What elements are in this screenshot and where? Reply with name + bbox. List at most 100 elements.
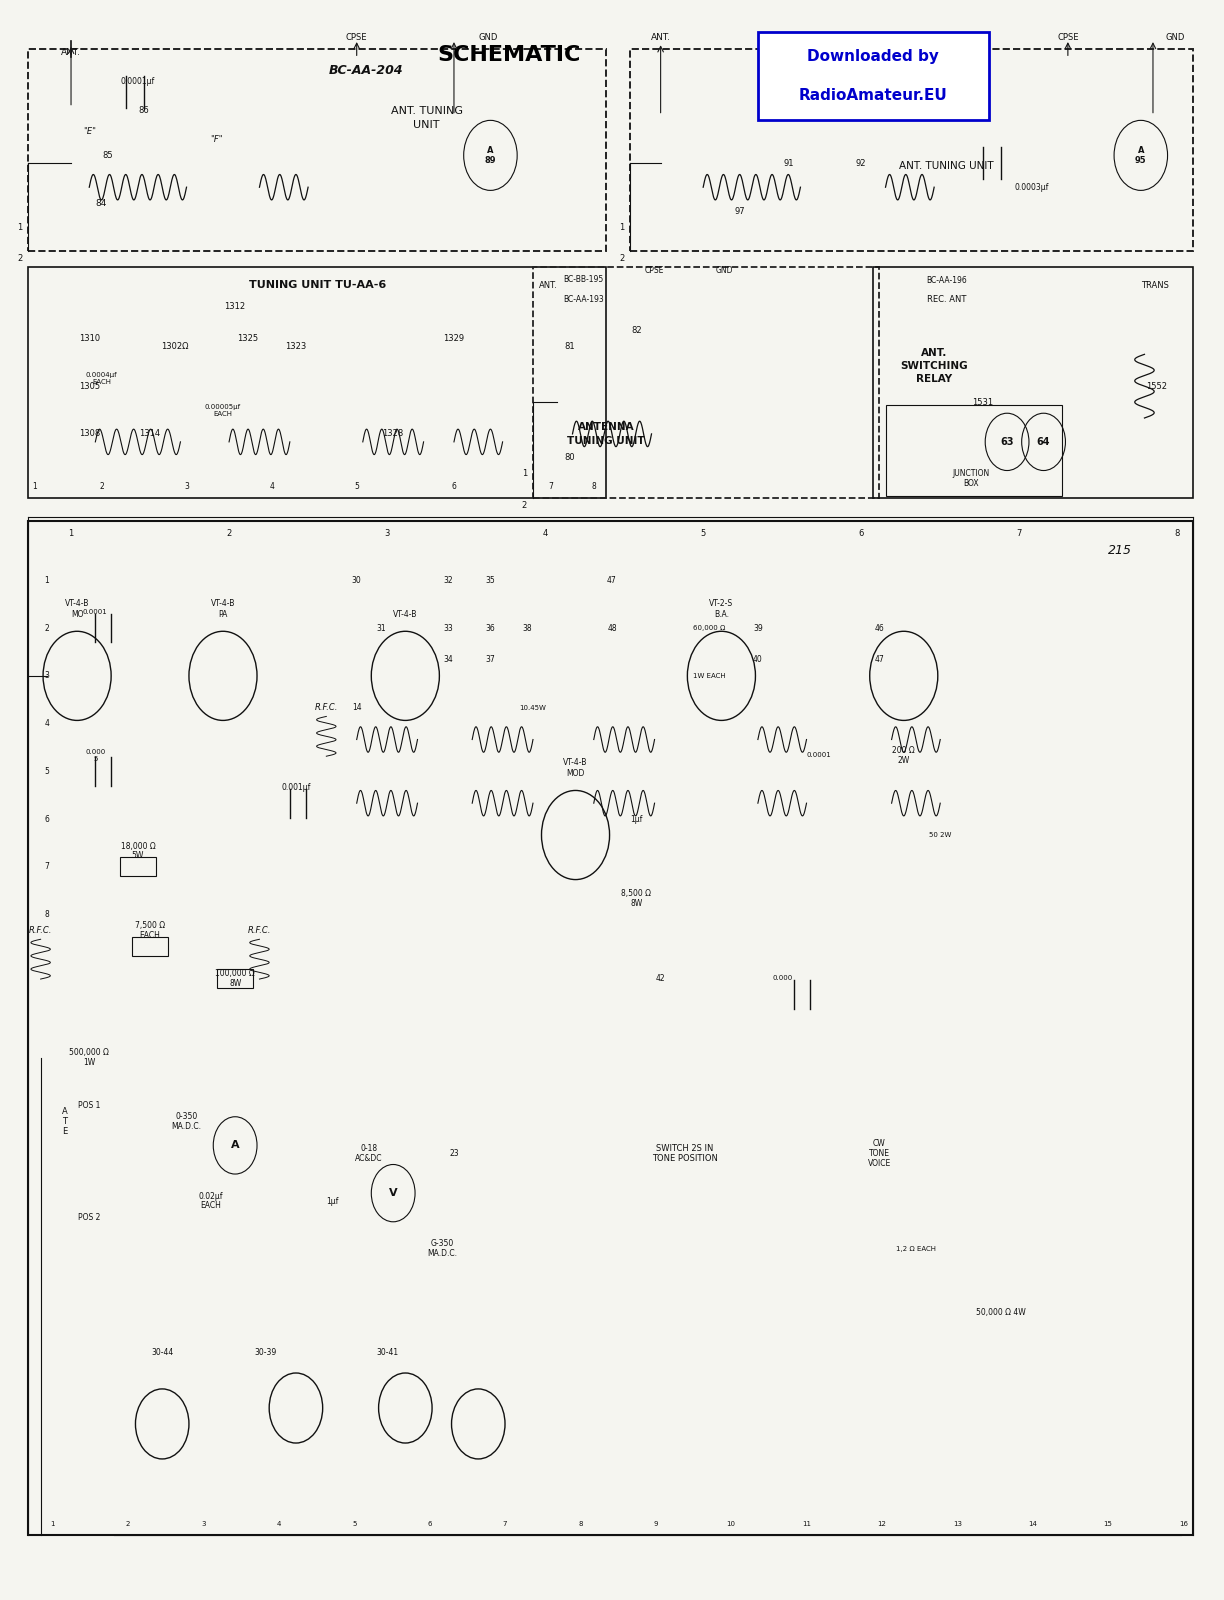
Text: TRANS: TRANS bbox=[1141, 282, 1169, 290]
Text: 18,000 Ω
5W: 18,000 Ω 5W bbox=[120, 842, 155, 861]
Text: 1: 1 bbox=[50, 1522, 55, 1528]
Text: 64: 64 bbox=[1037, 437, 1050, 446]
Text: TUNING UNIT TU-AA-6: TUNING UNIT TU-AA-6 bbox=[248, 280, 386, 290]
Text: 215: 215 bbox=[1108, 544, 1132, 557]
Text: ANT. TUNING
UNIT: ANT. TUNING UNIT bbox=[390, 106, 463, 130]
Text: 0.02μf
EACH: 0.02μf EACH bbox=[198, 1192, 223, 1211]
Text: CPSE: CPSE bbox=[346, 34, 367, 42]
Text: 14: 14 bbox=[1028, 1522, 1037, 1528]
Text: 30-41: 30-41 bbox=[376, 1347, 398, 1357]
Text: 3: 3 bbox=[384, 530, 389, 539]
Text: 0-18
AC&DC: 0-18 AC&DC bbox=[355, 1144, 383, 1163]
Text: G-350
MA.D.C.: G-350 MA.D.C. bbox=[427, 1240, 457, 1258]
Bar bbox=[120, 858, 157, 877]
Text: 100,000 Ω
8W: 100,000 Ω 8W bbox=[215, 970, 255, 987]
Text: 47: 47 bbox=[607, 576, 617, 586]
Text: SCHEMATIC: SCHEMATIC bbox=[437, 45, 580, 66]
Text: 1314: 1314 bbox=[140, 429, 160, 438]
Text: 4: 4 bbox=[269, 482, 274, 491]
Text: 50 2W: 50 2W bbox=[929, 832, 951, 838]
Text: 6: 6 bbox=[858, 530, 864, 539]
Text: BC-BB-195: BC-BB-195 bbox=[563, 275, 603, 283]
Text: 30-44: 30-44 bbox=[151, 1347, 174, 1357]
Text: 48: 48 bbox=[607, 624, 617, 632]
Text: 39: 39 bbox=[753, 624, 763, 632]
Text: 37: 37 bbox=[486, 656, 496, 664]
Text: 36: 36 bbox=[486, 624, 496, 632]
Text: ANTENNA
TUNING UNIT: ANTENNA TUNING UNIT bbox=[567, 422, 645, 445]
Text: BC-AA-204: BC-AA-204 bbox=[328, 64, 403, 77]
Text: 4: 4 bbox=[542, 530, 548, 539]
Text: 10.45W: 10.45W bbox=[519, 704, 546, 710]
Text: 8: 8 bbox=[44, 910, 49, 918]
Text: 0.0003μf: 0.0003μf bbox=[1015, 182, 1049, 192]
Text: 0.000: 0.000 bbox=[772, 976, 792, 981]
Text: 84: 84 bbox=[95, 198, 108, 208]
Text: 1323: 1323 bbox=[285, 342, 306, 350]
Text: 8: 8 bbox=[591, 482, 596, 491]
Bar bbox=[132, 938, 168, 955]
Text: 1329: 1329 bbox=[443, 334, 465, 342]
Text: R.F.C.: R.F.C. bbox=[315, 702, 338, 712]
Text: 30: 30 bbox=[351, 576, 361, 586]
Text: GND: GND bbox=[479, 34, 498, 42]
Text: VT-4-B: VT-4-B bbox=[393, 610, 417, 619]
Text: A
T
E: A T E bbox=[62, 1107, 67, 1136]
Text: 8: 8 bbox=[1175, 530, 1180, 539]
Text: 60,000 Ω: 60,000 Ω bbox=[693, 626, 726, 630]
Text: 2: 2 bbox=[99, 482, 104, 491]
Text: 7: 7 bbox=[44, 862, 49, 872]
Text: 0.0001: 0.0001 bbox=[807, 752, 831, 758]
Text: 8,500 Ω
8W: 8,500 Ω 8W bbox=[622, 890, 651, 909]
Text: 5: 5 bbox=[354, 482, 359, 491]
Text: 0.0001μf: 0.0001μf bbox=[121, 77, 155, 86]
Text: 86: 86 bbox=[138, 106, 149, 115]
Text: SWITCH 2S IN
TONE POSITION: SWITCH 2S IN TONE POSITION bbox=[652, 1144, 718, 1163]
Text: 7: 7 bbox=[1017, 530, 1022, 539]
Text: ANT.: ANT. bbox=[539, 282, 558, 290]
Text: 1531: 1531 bbox=[972, 397, 994, 406]
Text: A
95: A 95 bbox=[1135, 146, 1147, 165]
Text: 1308: 1308 bbox=[78, 429, 100, 438]
Text: 5: 5 bbox=[44, 766, 49, 776]
Text: 1: 1 bbox=[17, 222, 22, 232]
Text: 3: 3 bbox=[44, 672, 49, 680]
Text: V: V bbox=[389, 1189, 398, 1198]
Text: 6: 6 bbox=[427, 1522, 432, 1528]
Text: 32: 32 bbox=[443, 576, 453, 586]
Text: 3: 3 bbox=[184, 482, 188, 491]
Text: 8: 8 bbox=[578, 1522, 583, 1528]
Text: 1μf: 1μf bbox=[630, 814, 643, 824]
Text: 11: 11 bbox=[802, 1522, 812, 1528]
Text: RadioAmateur.EU: RadioAmateur.EU bbox=[799, 88, 947, 102]
Text: CW
TONE
VOICE: CW TONE VOICE bbox=[868, 1139, 891, 1168]
Text: GND: GND bbox=[715, 266, 733, 275]
Text: 0.0001: 0.0001 bbox=[83, 610, 108, 614]
Text: 40: 40 bbox=[753, 656, 763, 664]
Text: 4: 4 bbox=[277, 1522, 282, 1528]
Text: A
89: A 89 bbox=[485, 146, 496, 165]
Text: ANT.: ANT. bbox=[651, 34, 671, 42]
Text: "E": "E" bbox=[83, 126, 95, 136]
Text: 7: 7 bbox=[548, 482, 553, 491]
FancyBboxPatch shape bbox=[758, 32, 989, 120]
Text: 2: 2 bbox=[126, 1522, 130, 1528]
Text: 2: 2 bbox=[521, 501, 526, 510]
Text: 1302Ω: 1302Ω bbox=[160, 342, 188, 350]
Text: ANT. TUNING UNIT: ANT. TUNING UNIT bbox=[898, 160, 994, 171]
Text: VT-4-B
MO: VT-4-B MO bbox=[65, 598, 89, 619]
Text: VT-4-B
PA: VT-4-B PA bbox=[211, 598, 235, 619]
Text: 500,000 Ω
1W: 500,000 Ω 1W bbox=[70, 1048, 109, 1067]
Text: 0.00005μf
EACH: 0.00005μf EACH bbox=[204, 403, 241, 416]
Text: 81: 81 bbox=[564, 342, 575, 350]
Text: 2: 2 bbox=[44, 624, 49, 632]
Text: 16: 16 bbox=[1179, 1522, 1187, 1528]
Text: 1: 1 bbox=[44, 576, 49, 586]
Text: 94: 94 bbox=[856, 94, 867, 104]
Text: 1W EACH: 1W EACH bbox=[693, 674, 726, 678]
Text: 6: 6 bbox=[44, 814, 49, 824]
Text: 1: 1 bbox=[619, 222, 624, 232]
Text: 1: 1 bbox=[521, 469, 526, 478]
Text: 1μf: 1μf bbox=[327, 1197, 339, 1206]
Text: 1305: 1305 bbox=[78, 382, 100, 390]
